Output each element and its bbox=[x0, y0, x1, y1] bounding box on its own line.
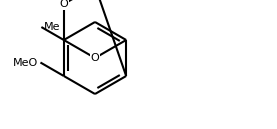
Text: O: O bbox=[60, 0, 68, 9]
Text: Me: Me bbox=[43, 22, 60, 32]
Text: O: O bbox=[91, 53, 99, 63]
Text: MeO: MeO bbox=[13, 58, 39, 67]
